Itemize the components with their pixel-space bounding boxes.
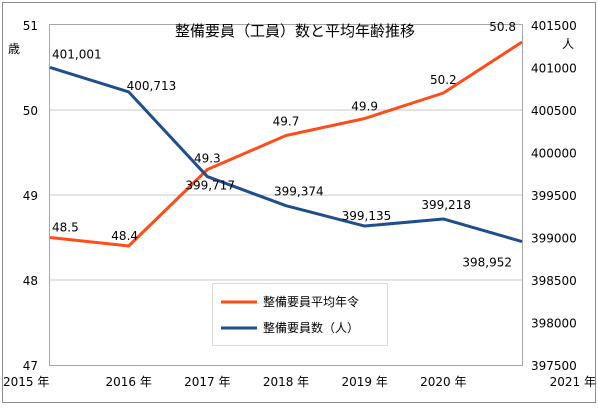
series-line-age: [49, 40, 523, 248]
y-left-tick-label: 51: [23, 19, 38, 33]
x-tick-label: 2019 年: [341, 375, 387, 389]
series-line-staff: [49, 65, 523, 244]
y-left-tick-label: 50: [23, 104, 38, 118]
x-tick-label: 2017 年: [184, 375, 230, 389]
y-right-tick-label: 397500: [531, 359, 577, 373]
data-label: 399,218: [421, 198, 471, 212]
y-right-tick-label: 401000: [531, 62, 577, 76]
data-label: 50.2: [430, 73, 457, 87]
x-tick-label: 2018 年: [263, 375, 309, 389]
data-label: 399,135: [342, 209, 392, 223]
data-label: 400,713: [127, 79, 177, 93]
chart-title: 整備要員（工員）数と平均年齢推移: [175, 22, 415, 40]
data-label: 49.3: [194, 152, 221, 166]
y-right-tick-label: 398500: [531, 274, 577, 288]
y-right-tick-label: 399500: [531, 189, 577, 203]
tick-labels: 47 48 49 50 51 397500 398000 398500 399000 399500…: [3, 19, 596, 389]
series-layer: [49, 40, 523, 248]
legend-label-age: 整備要員平均年令: [263, 294, 359, 309]
data-label: 48.4: [111, 229, 138, 243]
x-tick-label: 2020 年: [420, 375, 466, 389]
data-label: 49.9: [351, 100, 378, 114]
legend-box: [212, 283, 388, 346]
y-right-tick-label: 401500: [531, 19, 577, 33]
y-right-tick-label: 399000: [531, 232, 577, 246]
y-left-tick-label: 47: [23, 359, 38, 373]
data-label: 401,001: [52, 47, 102, 61]
data-label: 398,952: [462, 256, 512, 270]
data-label: 399,717: [185, 179, 235, 193]
y-left-tick-label: 49: [23, 189, 38, 203]
data-label: 49.7: [273, 115, 300, 129]
y-left-tick-label: 48: [23, 274, 38, 288]
data-label: 399,374: [274, 185, 324, 199]
data-label: 50.8: [489, 20, 516, 34]
y-right-tick-label: 398000: [531, 317, 577, 331]
data-labels: 48.5 48.4 49.3 49.7 49.9 50.2 50.8 401,001 400,7…: [52, 20, 516, 270]
x-tick-label: 2021 年: [550, 375, 596, 389]
data-label: 48.5: [52, 221, 79, 235]
x-tick-label: 2015 年: [3, 375, 49, 389]
legend-label-staff: 整備要員数（人）: [263, 320, 359, 335]
x-tick-label: 2016 年: [105, 375, 151, 389]
y-left-unit: 歳: [8, 42, 20, 56]
gridlines: [50, 109, 522, 281]
legend: 整備要員平均年令 整備要員数（人）: [212, 283, 388, 346]
plot-area-border: [49, 24, 523, 366]
y-right-tick-label: 400000: [531, 147, 577, 161]
y-right-unit: 人: [562, 37, 574, 51]
y-right-tick-label: 400500: [531, 104, 577, 118]
